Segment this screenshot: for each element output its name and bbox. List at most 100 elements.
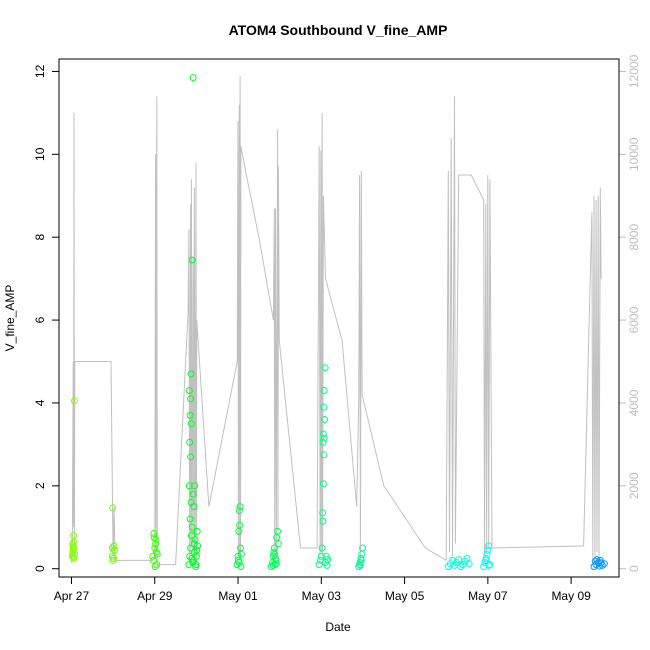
data-point <box>356 561 364 569</box>
data-point <box>186 438 194 446</box>
data-point <box>319 509 327 517</box>
data-point <box>322 552 330 560</box>
data-point <box>185 482 193 490</box>
data-point <box>153 561 161 569</box>
data-point <box>150 534 158 542</box>
data-point <box>320 451 328 459</box>
overlay-series-line <box>71 75 602 566</box>
data-point <box>274 540 282 548</box>
data-point <box>70 538 78 546</box>
data-point <box>153 550 161 558</box>
x-tick-label: Apr 27 <box>54 589 90 603</box>
data-point <box>593 556 601 564</box>
data-point <box>318 544 326 552</box>
data-point <box>236 521 244 529</box>
data-point <box>597 559 605 567</box>
y-tick-label: 4 <box>33 399 47 406</box>
data-point <box>272 554 279 562</box>
data-point <box>185 387 193 394</box>
data-point <box>237 563 245 571</box>
data-point <box>358 550 366 558</box>
x-tick-label: May 05 <box>385 589 425 603</box>
data-point <box>485 542 493 550</box>
data-point <box>110 546 118 554</box>
data-point <box>108 552 116 560</box>
plot-frame <box>58 58 620 578</box>
data-point <box>357 556 365 564</box>
data-point <box>109 504 117 512</box>
y2-tick-label: 8000 <box>627 224 641 251</box>
data-point <box>484 546 492 554</box>
overlay-line-layer <box>71 75 602 566</box>
data-point <box>359 544 366 552</box>
y2-tick-label: 12000 <box>627 54 641 88</box>
data-point <box>193 527 201 535</box>
y2-tick-label: 2000 <box>627 472 641 499</box>
data-point <box>151 544 159 552</box>
data-point <box>70 397 78 405</box>
y-axis-label: V_fine_AMP <box>3 285 17 352</box>
data-point <box>319 430 327 438</box>
data-point <box>486 561 494 569</box>
data-point <box>189 74 197 82</box>
data-point <box>110 542 118 550</box>
y-tick-label: 6 <box>33 316 47 323</box>
data-point <box>236 503 244 511</box>
data-point <box>188 256 196 264</box>
data-point <box>186 515 194 523</box>
data-point <box>193 546 201 554</box>
y2-tick-label: 10000 <box>627 137 641 171</box>
data-point <box>187 544 195 552</box>
data-point <box>315 561 323 569</box>
data-point <box>319 438 327 446</box>
y-tick-label: 10 <box>33 147 47 161</box>
data-point <box>482 556 490 564</box>
data-point <box>194 542 202 550</box>
data-point <box>267 563 275 571</box>
data-point <box>186 411 194 419</box>
data-point <box>69 553 77 561</box>
data-point <box>187 532 195 540</box>
data-point <box>235 507 243 515</box>
y2-tick-label: 0 <box>627 565 641 572</box>
data-point <box>595 562 603 570</box>
data-point <box>189 490 197 498</box>
data-point <box>186 552 194 560</box>
data-point <box>320 434 328 442</box>
data-point <box>321 364 329 372</box>
y-tick-label: 0 <box>33 565 47 572</box>
y2-tick-label: 6000 <box>627 306 641 333</box>
data-point <box>187 395 195 403</box>
data-point <box>188 523 196 531</box>
data-point <box>465 560 473 568</box>
data-point <box>191 482 199 490</box>
data-point <box>324 556 332 564</box>
data-point <box>150 530 158 537</box>
data-point <box>320 387 328 394</box>
data-point <box>455 556 463 564</box>
data-point <box>272 560 280 568</box>
data-point <box>70 532 78 540</box>
data-point <box>233 561 241 569</box>
axes-layer: Apr 27 Apr 29 May 01 May 03 May 05 May 07 May … <box>33 54 641 603</box>
x-axis-label: Date <box>325 620 351 634</box>
data-point <box>235 559 243 566</box>
y-tick-label: 2 <box>33 482 47 489</box>
chart-title: ATOM4 Southbound V_fine_AMP <box>229 22 448 38</box>
data-point <box>151 563 159 571</box>
data-point <box>269 561 277 569</box>
data-point <box>192 561 200 569</box>
data-point <box>152 536 160 544</box>
data-point <box>485 561 493 569</box>
data-point <box>274 527 282 535</box>
data-point <box>356 561 364 569</box>
x-tick-label: May 01 <box>218 589 258 603</box>
x-tick-label: May 09 <box>551 589 591 603</box>
data-point <box>321 416 329 423</box>
y-tick-label: 8 <box>33 234 47 241</box>
y-tick-label: 12 <box>33 64 47 78</box>
data-point <box>319 480 327 488</box>
x-tick-label: Apr 29 <box>137 589 173 603</box>
data-point <box>320 403 328 411</box>
